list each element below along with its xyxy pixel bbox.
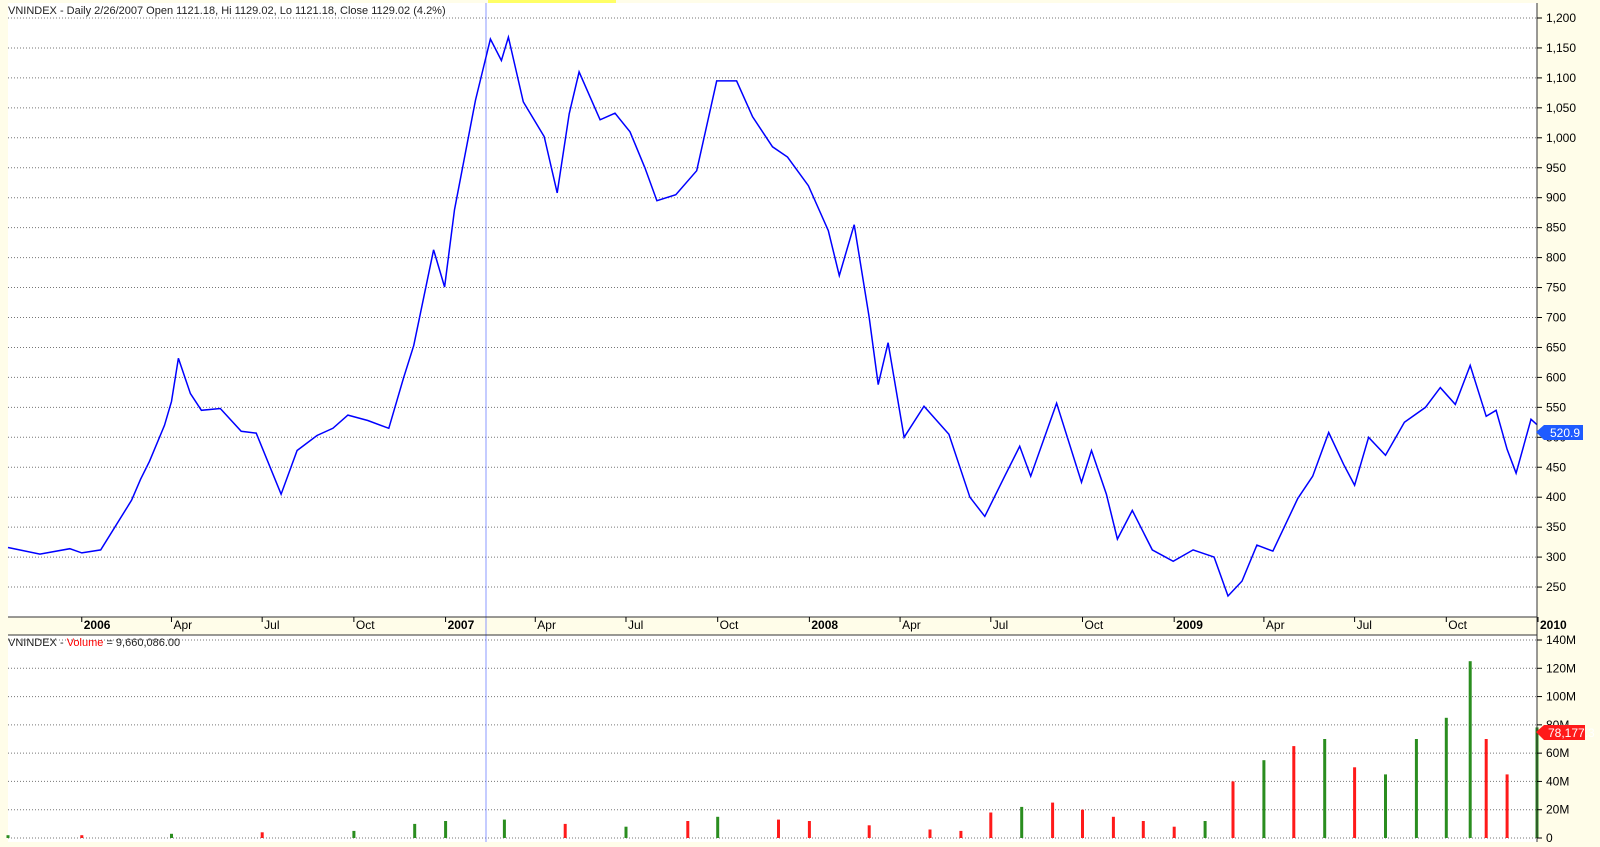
price-axis-label: 400 <box>1546 490 1566 504</box>
year-label: 2009 <box>1176 618 1203 632</box>
last-price-label: 520.9 <box>1536 425 1583 440</box>
month-label: Apr <box>173 618 192 632</box>
volume-axis-label: 0 <box>1546 831 1553 845</box>
volume-bar <box>1484 739 1488 838</box>
volume-bar <box>260 832 264 838</box>
price-axis-label: 600 <box>1546 370 1566 384</box>
price-axis-label: 1,150 <box>1546 41 1576 55</box>
volume-label-text: Volume <box>67 637 104 649</box>
volume-bar <box>1262 760 1266 838</box>
price-axis-label: 550 <box>1546 400 1566 414</box>
volume-bar <box>807 821 811 838</box>
month-label: Apr <box>1266 618 1285 632</box>
month-label: Apr <box>537 618 556 632</box>
volume-chart-title: VNINDEX - Volume = 9,660,086.00 <box>8 637 180 649</box>
volume-bar <box>80 835 84 838</box>
volume-bar <box>1292 746 1296 838</box>
price-axis-label: 350 <box>1546 520 1566 534</box>
volume-bar <box>1468 661 1472 838</box>
price-axis: 1,200 1,150 1,100 1,050 1,000 950 900 850 800 750… <box>1537 11 1576 594</box>
volume-panel <box>8 635 1537 842</box>
price-axis-label: 900 <box>1546 191 1566 205</box>
top-highlight-strip <box>488 0 616 3</box>
volume-bar <box>1203 821 1207 838</box>
volume-bar <box>1111 816 1115 838</box>
volume-axis-label: 60M <box>1546 746 1569 760</box>
last-volume-label-text: 78,177.3 <box>1548 726 1595 740</box>
price-axis-label: 1,100 <box>1546 71 1576 85</box>
price-axis-label: 1,050 <box>1546 101 1576 115</box>
price-axis-label: 300 <box>1546 550 1566 564</box>
last-price-label-text: 520.9 <box>1550 426 1580 440</box>
price-axis-label: 800 <box>1546 251 1566 265</box>
volume-bar <box>989 812 993 838</box>
month-label: Oct <box>720 618 739 632</box>
volume-bar <box>1353 767 1357 838</box>
price-axis-label: 650 <box>1546 340 1566 354</box>
price-axis-label: 850 <box>1546 221 1566 235</box>
price-series-line <box>7 34 1538 598</box>
last-volume-label: 78,177.3 <box>1536 725 1595 740</box>
volume-bar <box>1414 739 1418 838</box>
volume-axis-label: 20M <box>1546 803 1569 817</box>
month-label: Jul <box>1357 618 1372 632</box>
month-label: Apr <box>902 618 921 632</box>
volume-bar <box>352 830 356 838</box>
price-axis-label: 700 <box>1546 311 1566 325</box>
volume-axis-label: 100M <box>1546 690 1576 704</box>
volume-bar <box>1323 739 1327 838</box>
volume-value-text: = 9,660,086.00 <box>106 637 180 649</box>
volume-bar <box>1505 774 1509 838</box>
volume-bar <box>502 819 506 838</box>
month-label: Oct <box>356 618 375 632</box>
volume-bar <box>170 833 173 838</box>
last-price-label-box <box>1536 425 1583 440</box>
volume-bar <box>1051 802 1055 838</box>
price-axis-label: 950 <box>1546 161 1566 175</box>
volume-bar <box>1231 781 1235 838</box>
volume-bar <box>1172 826 1176 838</box>
volume-axis-label: 140M <box>1546 633 1576 647</box>
year-label: 2006 <box>84 618 111 632</box>
month-label: Jul <box>993 618 1008 632</box>
price-axis-label: 250 <box>1546 580 1566 594</box>
volume-axis-label: 40M <box>1546 774 1569 788</box>
year-label: 2007 <box>448 618 475 632</box>
date-axis: 2006 Apr Jul Oct 2007 Apr Jul Oct 2008 Apr Jul Oct 2… <box>81 617 1567 632</box>
year-label: 2008 <box>811 618 838 632</box>
price-axis-label: 1,200 <box>1546 11 1576 25</box>
price-axis-label: 750 <box>1546 281 1566 295</box>
volume-bar <box>928 829 932 838</box>
year-label: 2010 <box>1540 618 1567 632</box>
volume-bar <box>444 821 448 838</box>
volume-ticker-text: VNINDEX - <box>8 637 64 649</box>
price-axis-label: 450 <box>1546 460 1566 474</box>
volume-bar <box>624 826 628 838</box>
volume-bar <box>777 819 780 838</box>
volume-bar <box>1141 821 1145 838</box>
volume-axis-label: 120M <box>1546 661 1576 675</box>
price-panel <box>8 3 1537 617</box>
volume-bar <box>1020 806 1024 838</box>
volume-bar <box>686 821 690 838</box>
volume-bar <box>6 835 10 838</box>
month-label: Jul <box>628 618 643 632</box>
volume-bar <box>867 825 871 838</box>
volume-bar <box>959 830 963 838</box>
month-label: Jul <box>264 618 279 632</box>
month-label: Oct <box>1084 618 1103 632</box>
volume-bar <box>563 823 567 838</box>
month-label: Oct <box>1448 618 1467 632</box>
last-volume-label-box <box>1536 725 1585 740</box>
volume-bar <box>1444 717 1448 838</box>
volume-bar <box>1384 774 1387 838</box>
price-axis-label: 1,000 <box>1546 131 1576 145</box>
volume-bar <box>413 823 417 838</box>
price-chart-title: VNINDEX - Daily 2/26/2007 Open 1121.18, … <box>8 5 446 17</box>
volume-bar <box>716 816 720 838</box>
volume-bar <box>1081 809 1084 838</box>
